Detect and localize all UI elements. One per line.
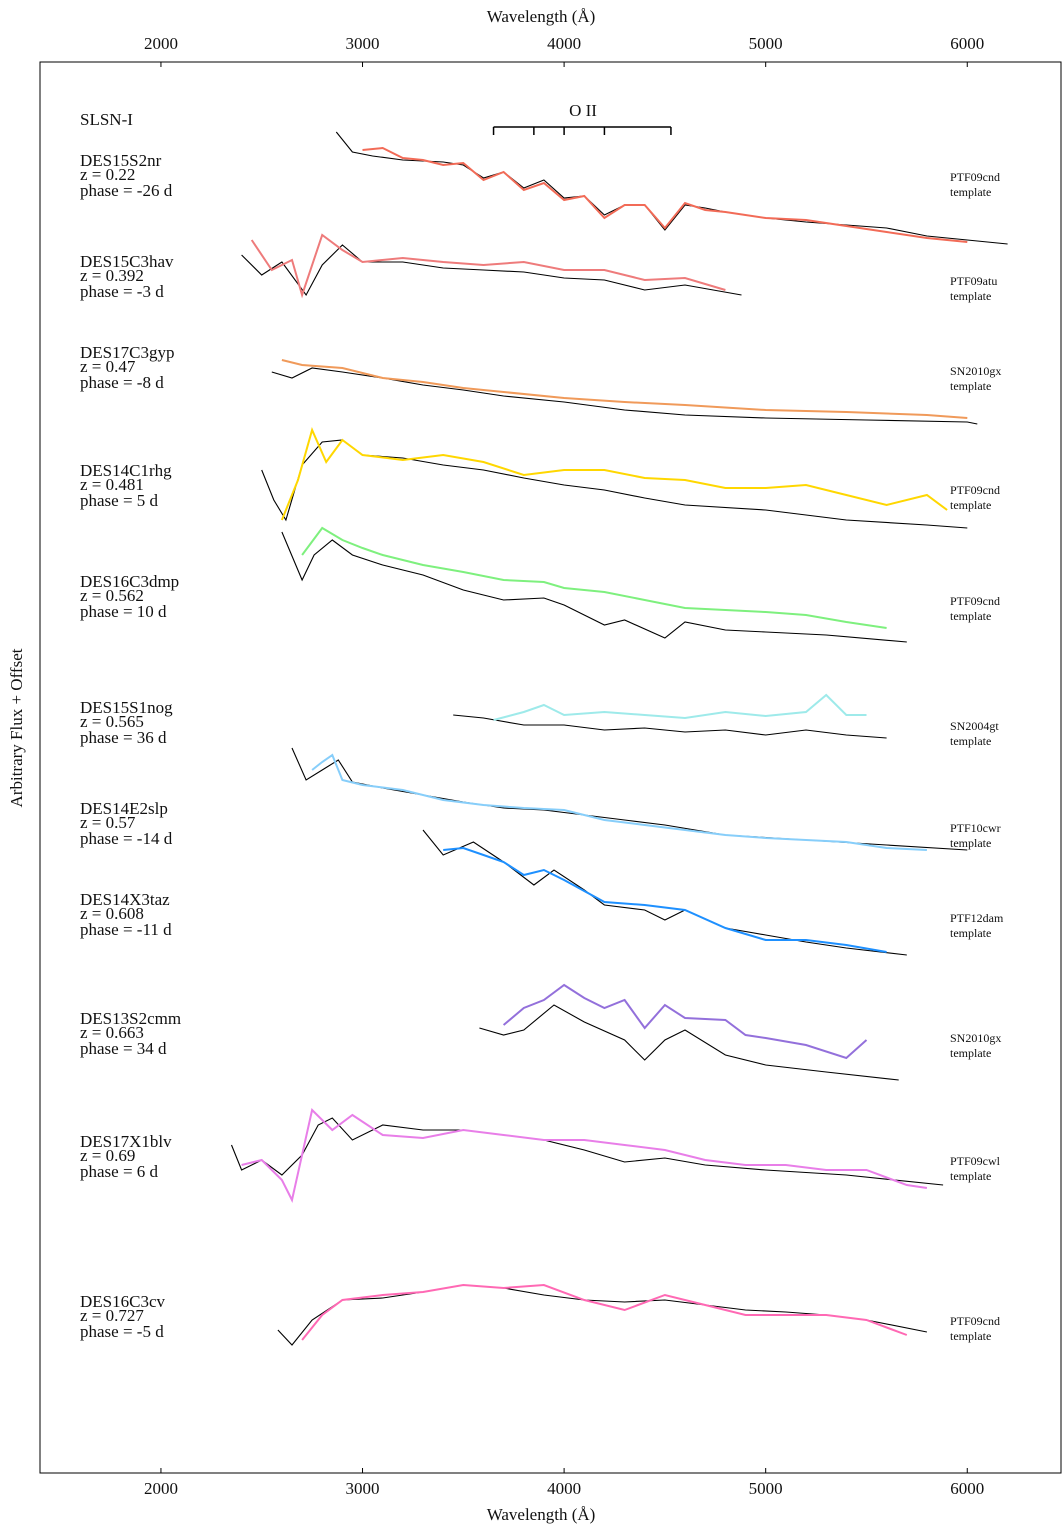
- redshift: z = 0.663: [80, 1023, 144, 1042]
- redshift: z = 0.608: [80, 904, 144, 923]
- object-name: DES15S1nog: [80, 698, 173, 717]
- object-name: DES14E2slp: [80, 799, 168, 818]
- phase: phase = 10 d: [80, 602, 167, 621]
- spectrum: [311, 753, 927, 851]
- phase: phase = -14 d: [80, 829, 173, 848]
- x-tick-label-top: 3000: [346, 34, 380, 53]
- phase: phase = 6 d: [80, 1162, 159, 1181]
- template-name: PTF12dam: [950, 911, 1004, 925]
- redshift: z = 0.481: [80, 475, 144, 494]
- template-spectrum: [291, 747, 968, 851]
- template-name: SN2004gt: [950, 719, 999, 733]
- template-word: template: [950, 498, 991, 512]
- redshift: z = 0.47: [80, 357, 136, 376]
- phase: phase = -26 d: [80, 181, 173, 200]
- x-tick-label-top: 6000: [950, 34, 984, 53]
- template-spectrum: [271, 367, 978, 425]
- template-word: template: [950, 1046, 991, 1060]
- x-tick-label-top: 2000: [144, 34, 178, 53]
- object-name: DES15S2nr: [80, 151, 162, 170]
- template-spectrum: [335, 131, 1008, 245]
- template-spectrum: [453, 714, 887, 739]
- phase: phase = 5 d: [80, 491, 159, 510]
- redshift: z = 0.565: [80, 712, 144, 731]
- template-word: template: [950, 185, 991, 199]
- x-tick-label: 3000: [346, 1479, 380, 1498]
- spectrum: [502, 983, 868, 1060]
- template-word: template: [950, 734, 991, 748]
- x-tick-label: 4000: [547, 1479, 581, 1498]
- template-word: template: [950, 926, 991, 940]
- template-name: PTF09cnd: [950, 170, 1000, 184]
- spectrum: [362, 146, 968, 243]
- template-name: PTF10cwr: [950, 821, 1001, 835]
- y-axis-title: Arbitrary Flux + Offset: [7, 648, 26, 807]
- spectrum: [241, 1108, 928, 1203]
- spectrum: [280, 427, 948, 521]
- object-name: DES16C3dmp: [80, 572, 179, 591]
- template-spectrum: [241, 244, 742, 297]
- x-tick-label-top: 5000: [749, 34, 783, 53]
- redshift: z = 0.727: [80, 1306, 144, 1325]
- x-axis-title: Wavelength (Å): [487, 1505, 596, 1524]
- x-tick-label-top: 4000: [547, 34, 581, 53]
- template-name: SN2010gx: [950, 364, 1001, 378]
- spectrum: [250, 233, 726, 299]
- object-name: DES17X1blv: [80, 1132, 172, 1151]
- phase: phase = 34 d: [80, 1039, 167, 1058]
- template-name: SN2010gx: [950, 1031, 1001, 1045]
- x-tick-label: 6000: [950, 1479, 984, 1498]
- object-name: DES14C1rhg: [80, 461, 172, 480]
- redshift: z = 0.57: [80, 813, 136, 832]
- template-name: PTF09cnd: [950, 1314, 1000, 1328]
- template-word: template: [950, 1329, 991, 1343]
- template-word: template: [950, 1169, 991, 1183]
- template-name: PTF09cnd: [950, 483, 1000, 497]
- object-name: DES14X3taz: [80, 890, 170, 909]
- phase: phase = -3 d: [80, 282, 164, 301]
- redshift: z = 0.69: [80, 1146, 135, 1165]
- object-name: DES17C3gyp: [80, 343, 174, 362]
- spectrum: [443, 846, 887, 953]
- template-spectrum: [281, 531, 907, 643]
- spectrum: [281, 359, 968, 419]
- template-word: template: [950, 379, 991, 393]
- x-axis-title-top: Wavelength (Å): [487, 7, 596, 26]
- spectrum: [493, 693, 867, 721]
- class-label: SLSN-I: [80, 110, 133, 129]
- template-name: PTF09cwl: [950, 1154, 1001, 1168]
- template-name: PTF09cnd: [950, 594, 1000, 608]
- template-spectrum: [261, 439, 968, 529]
- object-name: DES15C3hav: [80, 252, 174, 271]
- redshift: z = 0.22: [80, 165, 135, 184]
- template-name: PTF09atu: [950, 274, 997, 288]
- template-spectrum: [230, 1117, 944, 1186]
- phase: phase = 36 d: [80, 728, 167, 747]
- redshift: z = 0.562: [80, 586, 144, 605]
- o-ii-label: O II: [569, 101, 597, 120]
- object-name: DES16C3cv: [80, 1292, 166, 1311]
- template-word: template: [950, 836, 991, 850]
- plot-frame: [39, 61, 1062, 1474]
- spectrum: [301, 526, 887, 629]
- template-spectrum: [479, 1004, 899, 1081]
- template-spectrum: [422, 829, 907, 956]
- phase: phase = -5 d: [80, 1322, 164, 1341]
- phase: phase = -11 d: [80, 920, 172, 939]
- x-tick-label: 2000: [144, 1479, 178, 1498]
- phase: phase = -8 d: [80, 373, 164, 392]
- template-word: template: [950, 289, 991, 303]
- template-word: template: [950, 609, 991, 623]
- object-name: DES13S2cmm: [80, 1009, 181, 1028]
- spectrum: [301, 1283, 908, 1341]
- redshift: z = 0.392: [80, 266, 144, 285]
- x-tick-label: 5000: [749, 1479, 783, 1498]
